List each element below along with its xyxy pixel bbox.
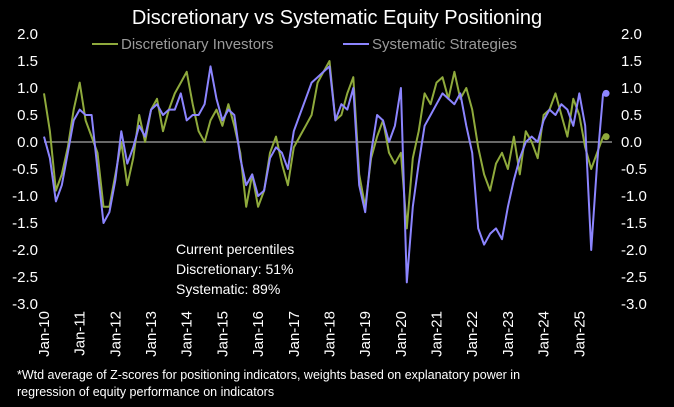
y-tick-label-left: 1.0 bbox=[17, 80, 38, 97]
x-axis: Jan-10 Jan-11 Jan-12 Jan-13 Jan-14 Jan-15 Jan-… bbox=[36, 311, 588, 357]
legend-label-discretionary: Discretionary Investors bbox=[121, 36, 274, 53]
x-tick-label: Jan-15 bbox=[214, 311, 231, 357]
y-axis-right: 2.0 1.5 1.0 0.5 0.0 -0.5 -1.0 -1.5 -2.0 -2.5 -3.0 bbox=[621, 26, 647, 313]
percentiles-annotation: Current percentiles Discretionary: 51% S… bbox=[176, 241, 294, 297]
y-tick-label-right: 2.0 bbox=[621, 26, 642, 43]
legend-label-systematic: Systematic Strategies bbox=[372, 36, 517, 53]
x-tick-label: Jan-20 bbox=[393, 311, 410, 357]
y-tick-label-right: -0.5 bbox=[621, 161, 647, 178]
plot-area bbox=[43, 60, 610, 284]
x-tick-label: Jan-14 bbox=[179, 311, 196, 357]
y-tick-label-right: 0.0 bbox=[621, 134, 642, 151]
y-tick-label-left: -0.5 bbox=[12, 161, 38, 178]
x-tick-label: Jan-16 bbox=[250, 311, 267, 357]
x-tick-label: Jan-19 bbox=[357, 311, 374, 357]
y-tick-label-left: 0.0 bbox=[17, 134, 38, 151]
x-tick-label: Jan-12 bbox=[107, 311, 124, 357]
current-point-discretionary bbox=[602, 133, 610, 141]
y-tick-label-right: -2.0 bbox=[621, 242, 647, 259]
y-tick-label-left: -1.5 bbox=[12, 215, 38, 232]
x-tick-label: Jan-24 bbox=[536, 311, 553, 357]
y-tick-label-left: 2.0 bbox=[17, 26, 38, 43]
x-tick-label: Jan-18 bbox=[322, 311, 339, 357]
x-tick-label: Jan-25 bbox=[571, 311, 588, 357]
x-tick-label: Jan-17 bbox=[286, 311, 303, 357]
y-tick-label-right: 1.5 bbox=[621, 53, 642, 70]
annotation-systematic: Systematic: 89% bbox=[176, 281, 280, 297]
x-tick-label: Jan-21 bbox=[429, 311, 446, 357]
x-tick-label: Jan-23 bbox=[500, 311, 517, 357]
footnote-line-1: *Wtd average of Z-scores for positioning… bbox=[17, 368, 520, 382]
y-tick-label-left: 1.5 bbox=[17, 53, 38, 70]
y-tick-label-left: 0.5 bbox=[17, 107, 38, 124]
annotation-discretionary: Discretionary: 51% bbox=[176, 261, 294, 277]
y-tick-label-left: -2.5 bbox=[12, 269, 38, 286]
y-tick-label-left: -2.0 bbox=[12, 242, 38, 259]
footnote: *Wtd average of Z-scores for positioning… bbox=[17, 368, 520, 399]
y-tick-label-right: -1.5 bbox=[621, 215, 647, 232]
x-tick-label: Jan-10 bbox=[36, 311, 53, 357]
y-tick-label-left: -1.0 bbox=[12, 188, 38, 205]
y-tick-label-right: -1.0 bbox=[621, 188, 647, 205]
y-tick-label-right: -2.5 bbox=[621, 269, 647, 286]
chart-title: Discretionary vs Systematic Equity Posit… bbox=[132, 7, 542, 29]
y-tick-label-right: 0.5 bbox=[621, 107, 642, 124]
y-tick-label-right: -3.0 bbox=[621, 296, 647, 313]
x-tick-label: Jan-22 bbox=[464, 311, 481, 357]
y-tick-label-right: 1.0 bbox=[621, 80, 642, 97]
x-tick-label: Jan-13 bbox=[143, 311, 160, 357]
current-point-systematic bbox=[602, 89, 610, 97]
annotation-heading: Current percentiles bbox=[176, 241, 294, 257]
legend: Discretionary Investors Systematic Strat… bbox=[92, 36, 517, 53]
series-line-systematic bbox=[43, 65, 605, 284]
y-axis-left: 2.0 1.5 1.0 0.5 0.0 -0.5 -1.0 -1.5 -2.0 -2.5 -3.0 bbox=[12, 26, 38, 313]
footnote-line-2: regression of equity performance on indi… bbox=[17, 385, 274, 399]
x-tick-label: Jan-11 bbox=[72, 311, 89, 356]
series-line-discretionary bbox=[43, 60, 605, 230]
y-tick-label-left: -3.0 bbox=[12, 296, 38, 313]
